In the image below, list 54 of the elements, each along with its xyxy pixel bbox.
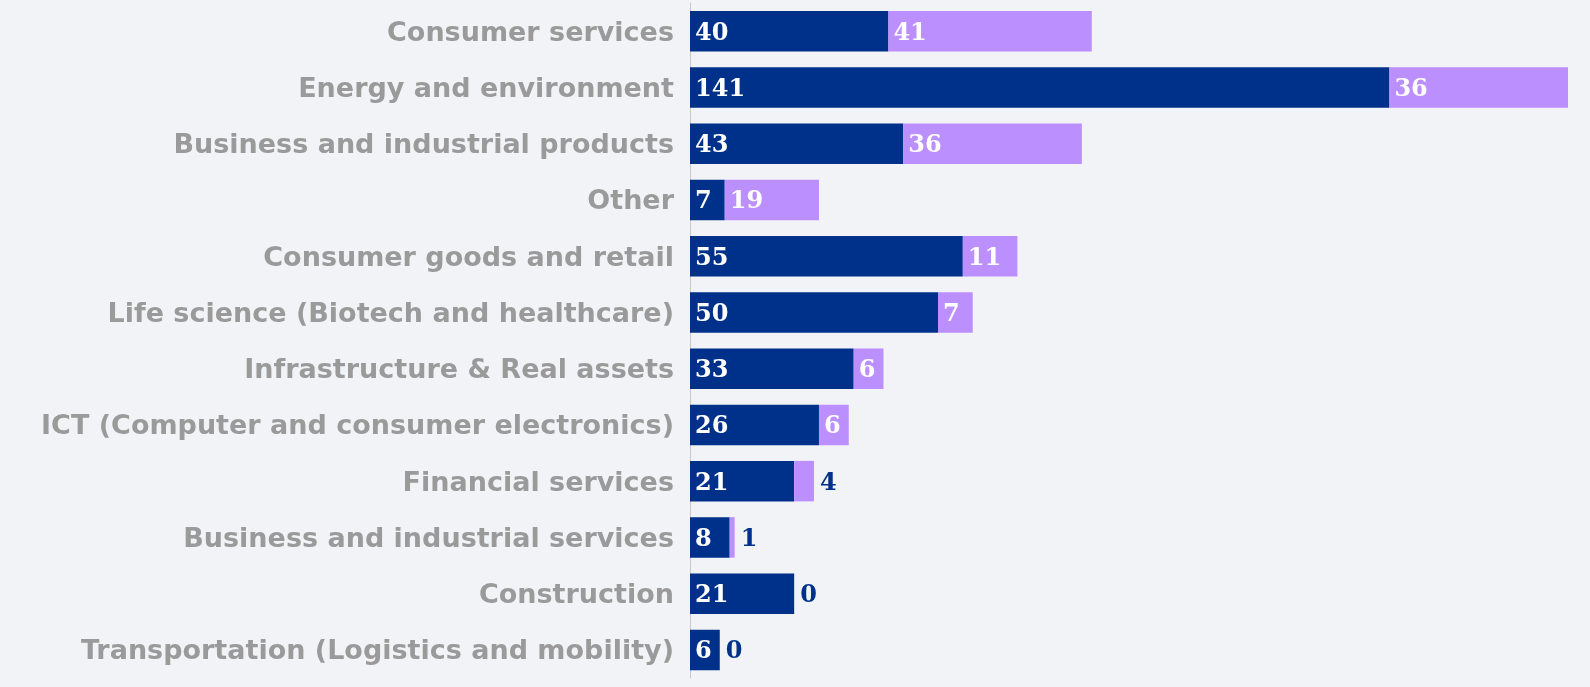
bar <box>690 573 795 614</box>
bar <box>690 348 854 389</box>
y-tick-label: Financial services <box>402 465 674 497</box>
y-tick-label: Other <box>587 184 675 216</box>
y-tick-label: ICT (Computer and consumer electronics) <box>41 409 674 441</box>
data-label: 33 <box>695 354 729 384</box>
bar <box>690 235 963 277</box>
data-label: 7 <box>943 297 960 327</box>
y-tick-label: Construction <box>478 578 674 610</box>
bar <box>1389 67 1568 108</box>
bar <box>690 517 730 558</box>
data-label: 26 <box>695 410 729 440</box>
bar <box>903 123 1082 164</box>
data-label: 41 <box>893 16 927 46</box>
bar <box>690 123 904 164</box>
bar <box>724 179 819 221</box>
data-label: 6 <box>695 635 712 665</box>
bar <box>690 404 819 446</box>
y-tick-label: Business and industrial services <box>183 521 674 553</box>
data-label: 0 <box>725 635 743 665</box>
bar <box>690 460 795 502</box>
y-tick-label: Consumer services <box>387 15 674 47</box>
y-tick-label: Consumer goods and retail <box>263 240 674 272</box>
y-tick-label: Transportation (Logistics and mobility) <box>80 634 674 666</box>
data-label: 8 <box>695 522 712 552</box>
bar <box>690 292 939 333</box>
bar <box>938 292 973 333</box>
data-label: 11 <box>967 241 1002 271</box>
bar <box>690 179 725 221</box>
bar <box>888 10 1092 52</box>
data-label: 1 <box>740 522 758 552</box>
data-label: 36 <box>908 129 942 159</box>
bar <box>794 460 815 502</box>
data-label: 7 <box>695 185 712 215</box>
y-tick-label: Life science (Biotech and healthcare) <box>107 296 674 328</box>
bar <box>690 67 1390 108</box>
data-label: 0 <box>800 579 817 609</box>
data-label: 6 <box>823 410 841 440</box>
data-label: 21 <box>695 579 729 609</box>
data-label: 141 <box>695 72 746 102</box>
data-label: 36 <box>1394 72 1428 102</box>
bar <box>690 10 889 52</box>
data-label: 55 <box>695 241 729 271</box>
data-label: 19 <box>729 185 764 215</box>
data-label: 40 <box>695 16 729 46</box>
y-tick-label: Energy and environment <box>298 71 675 103</box>
y-tick-label: Infrastructure & Real assets <box>244 353 674 385</box>
y-tick-label: Business and industrial products <box>173 128 674 160</box>
data-label: 4 <box>820 466 837 496</box>
data-label: 6 <box>858 354 876 384</box>
data-label: 21 <box>695 466 729 496</box>
bar <box>729 517 735 558</box>
data-label: 43 <box>695 129 729 159</box>
data-label: 50 <box>695 297 729 327</box>
